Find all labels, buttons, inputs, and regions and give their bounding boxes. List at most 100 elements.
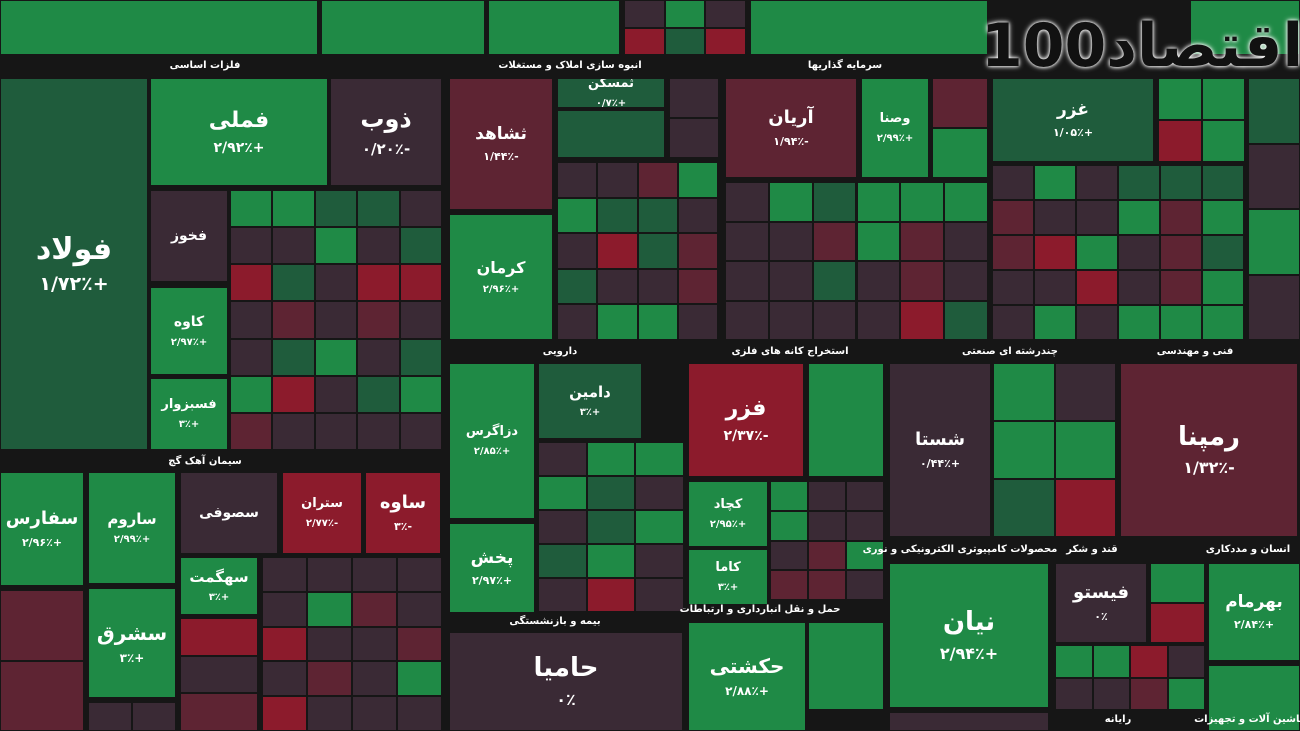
filler-tile — [398, 697, 441, 730]
filler-tile — [636, 443, 683, 475]
filler-tile — [181, 656, 257, 693]
filler-tile — [358, 191, 399, 227]
filler-tile — [625, 1, 664, 27]
stock-tile: ذوب -۰/۲۰٪ — [331, 79, 441, 185]
filler-tile — [665, 28, 705, 54]
filler-tile — [598, 269, 637, 304]
filler-tile — [400, 265, 441, 301]
filler-tile — [1203, 166, 1243, 199]
filler-tile — [901, 301, 944, 339]
filler-tile — [901, 222, 944, 260]
filler-tile — [706, 1, 745, 27]
filler-tile — [273, 413, 314, 449]
filler-tile — [558, 305, 597, 339]
filler-tile — [813, 222, 856, 260]
filler-tile — [665, 1, 705, 27]
filler-tile — [400, 191, 441, 227]
filler-tile — [1077, 236, 1117, 269]
sector-label: فنی و مهندسی — [1156, 346, 1234, 357]
sector-label: رایانه — [1104, 714, 1132, 725]
filler-tile — [1161, 306, 1201, 339]
filler-tile — [587, 579, 635, 611]
filler-tile — [751, 1, 987, 54]
stock-change: +۲/۹۵٪ — [709, 518, 747, 530]
filler-tile — [1056, 646, 1092, 677]
filler-tile — [587, 545, 635, 577]
stock-name: ستران — [301, 496, 343, 512]
filler-tile — [1093, 678, 1129, 709]
filler-tile — [813, 183, 856, 221]
stock-change: ۰٪ — [1094, 609, 1108, 623]
stock-name: پخش — [470, 547, 514, 568]
filler-tile — [847, 571, 883, 599]
filler-tile — [1209, 666, 1299, 730]
stock-tile: ثشاهد -۱/۴۴٪ — [450, 79, 552, 209]
filler-tile — [1168, 646, 1204, 677]
filler-tile — [1, 591, 83, 660]
filler-tile — [625, 28, 664, 54]
filler-tile — [1159, 121, 1201, 161]
filler-tile — [315, 191, 357, 227]
filler-tile — [678, 269, 717, 304]
filler-tile — [315, 228, 357, 264]
stock-name: سفارس — [5, 508, 79, 530]
filler-tile — [638, 269, 677, 304]
stock-tile: حکشتی +۲/۸۸٪ — [689, 623, 805, 730]
stock-change: +۲/۹۷٪ — [170, 336, 208, 348]
stock-name: نیان — [942, 607, 996, 638]
filler-tile — [813, 301, 856, 339]
filler-tile — [400, 413, 441, 449]
filler-tile — [308, 592, 351, 626]
stock-name: سشرق — [96, 620, 168, 645]
filler-tile — [539, 443, 586, 475]
filler-tile — [263, 592, 306, 626]
stock-change: +۳٪ — [717, 581, 739, 593]
stock-tile: غزر +۱/۰۵٪ — [993, 79, 1153, 161]
filler-tile — [231, 302, 272, 338]
stock-change: +۳٪ — [178, 418, 200, 430]
filler-tile — [636, 579, 683, 611]
filler-tile — [933, 79, 987, 127]
stock-name: غزر — [1057, 99, 1089, 120]
filler-tile — [726, 301, 768, 339]
filler-tile — [1077, 306, 1117, 339]
filler-tile — [587, 443, 635, 475]
stock-change: +۲/۹۶٪ — [21, 535, 63, 549]
stock-change: +۱/۷۲٪ — [39, 273, 109, 296]
filler-tile — [1249, 79, 1299, 143]
stock-change: -۱/۹۴٪ — [773, 134, 809, 148]
stock-tile: دامین +۳٪ — [539, 364, 641, 438]
filler-tile — [636, 511, 683, 543]
sector-label: چندرشته ای صنعتی — [962, 346, 1058, 357]
stock-tile: فسبزوار +۳٪ — [151, 379, 227, 449]
filler-tile — [809, 482, 845, 510]
filler-tile — [1035, 306, 1075, 339]
sector-label: قند و شکر — [1066, 544, 1118, 555]
filler-tile — [231, 339, 272, 375]
filler-tile — [358, 376, 399, 412]
filler-tile — [308, 697, 351, 730]
filler-tile — [945, 222, 987, 260]
filler-tile — [1035, 201, 1075, 234]
filler-tile — [769, 262, 812, 300]
filler-tile — [1035, 236, 1075, 269]
stock-change: +۲/۸۵٪ — [473, 445, 511, 457]
filler-tile — [726, 183, 768, 221]
filler-tile — [353, 592, 396, 626]
stock-tile: رمپنا -۱/۳۲٪ — [1121, 364, 1297, 536]
stock-name: شستا — [914, 429, 966, 451]
stock-tile: سشرق +۳٪ — [89, 589, 175, 697]
filler-tile — [678, 305, 717, 339]
stock-tile: ساروم +۲/۹۹٪ — [89, 473, 175, 583]
stock-tile: وصنا +۲/۹۹٪ — [862, 79, 928, 177]
filler-tile — [945, 301, 987, 339]
filler-tile — [1151, 564, 1204, 602]
stock-change: -۲/۳۷٪ — [723, 427, 769, 444]
filler-tile — [587, 511, 635, 543]
filler-tile — [358, 265, 399, 301]
filler-tile — [638, 198, 677, 233]
filler-tile — [847, 482, 883, 510]
stock-tile: ساوه -۳٪ — [366, 473, 440, 553]
stock-change: ۰٪ — [556, 689, 576, 709]
